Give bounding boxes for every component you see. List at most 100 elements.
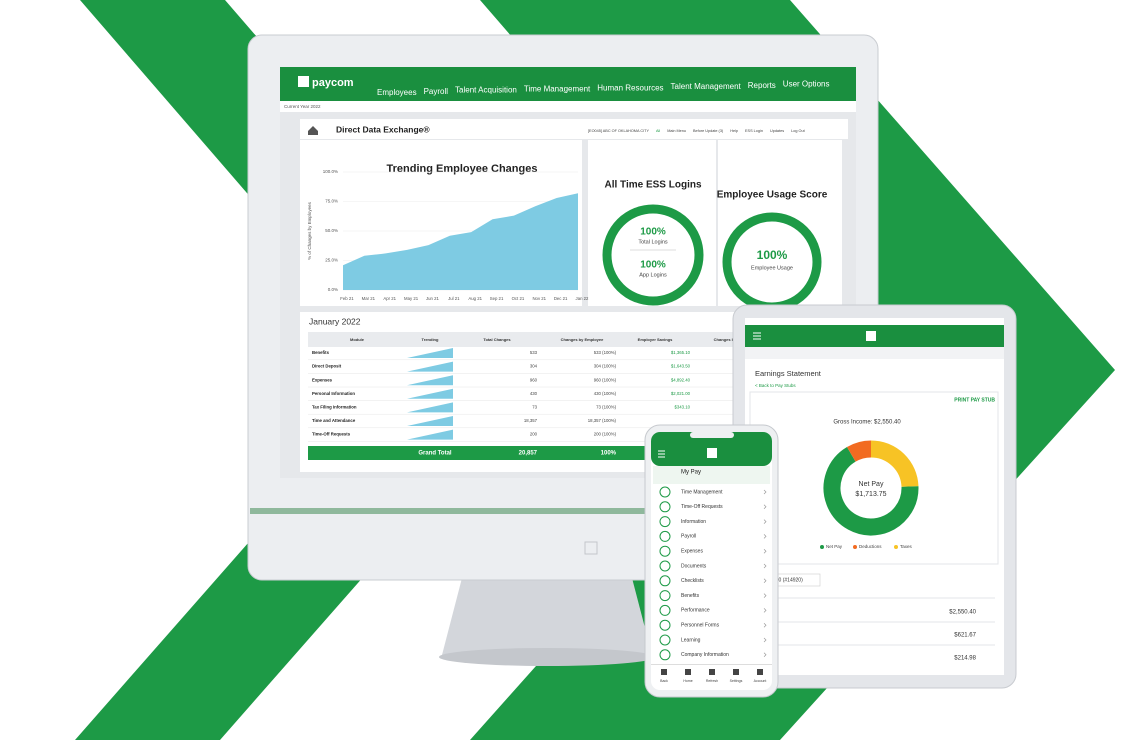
legend-swatch: [894, 545, 898, 549]
my-pay[interactable]: My Pay: [681, 470, 701, 476]
nav-item[interactable]: User Options: [783, 80, 830, 89]
toolbar-link[interactable]: Main Menu: [667, 129, 686, 133]
toolbar-link[interactable]: All: [656, 129, 660, 133]
center-title: Net Pay: [859, 481, 884, 488]
row-module: Tax Filing Information: [312, 405, 357, 410]
tab-icon: [661, 669, 667, 675]
chart-title: Trending Employee Changes: [387, 163, 538, 175]
home-icon[interactable]: [308, 126, 318, 135]
tab-label[interactable]: Settings: [730, 679, 743, 683]
nav-item[interactable]: Reports: [748, 81, 776, 90]
menu-item[interactable]: Payroll: [681, 534, 696, 540]
nav-item[interactable]: Employees: [377, 88, 417, 97]
tablet-card: [749, 391, 999, 565]
toolbar-link[interactable]: [EO045] ABC OF OKLAHOMA CITY: [588, 129, 649, 133]
x-tick-label: Dec 21: [554, 296, 568, 301]
area: [343, 193, 578, 290]
menu-icon: [659, 634, 671, 646]
monitor-base: [439, 648, 655, 666]
chevron: [763, 593, 767, 598]
toolbar-link[interactable]: Before Update (3): [693, 129, 724, 133]
usage-value: 100%: [757, 248, 788, 262]
trend-sparkline: [407, 416, 453, 426]
row-savings: $2,021.00: [671, 391, 691, 396]
menu-item[interactable]: Time-Off Requests: [681, 504, 723, 510]
phone-screen: [651, 432, 772, 690]
menu-icon: [659, 560, 671, 572]
back-link[interactable]: < Back to Pay Stubs: [755, 383, 796, 388]
menu-icon: [659, 575, 671, 587]
trend-sparkline: [407, 361, 453, 372]
menu-item[interactable]: Personnel Forms: [681, 623, 720, 629]
phone-content: My Pay Time Management Time-Off Requests In…: [651, 432, 772, 683]
usage-label: Employee Usage: [751, 265, 793, 271]
tab-label[interactable]: Back: [660, 679, 668, 683]
tablet-menu-icon[interactable]: [753, 332, 761, 340]
tablet-logo: [866, 331, 876, 341]
tab-label[interactable]: Refresh: [706, 679, 718, 683]
menu-item[interactable]: Performance: [681, 608, 710, 614]
toolbar-link[interactable]: Log Out: [791, 129, 805, 133]
row-savings: $343.10: [674, 405, 690, 410]
menu-icon: [659, 619, 671, 631]
chevron: [763, 504, 767, 510]
menu-item[interactable]: Learning: [681, 637, 701, 643]
phone-menu-icon[interactable]: [658, 450, 665, 458]
total-label: Grand Total: [418, 451, 452, 457]
menu-item[interactable]: Company Information: [681, 652, 729, 658]
trend-sparkline: [407, 375, 453, 386]
row-employee: 304 (100%): [594, 364, 617, 369]
row-employee: 533 (100%): [594, 350, 617, 355]
tab-icon: [757, 669, 763, 675]
app-value: 100%: [640, 260, 666, 271]
chevron: [763, 563, 767, 569]
chevron: [763, 519, 767, 524]
usage-title: Employee Usage Score: [717, 190, 828, 201]
trend-sparkline: [407, 388, 453, 399]
menu-item[interactable]: Information: [681, 519, 706, 525]
menu-item[interactable]: Benefits: [681, 593, 700, 599]
chevron: [763, 622, 767, 628]
toolbar-link[interactable]: Help: [730, 129, 738, 133]
nav-item[interactable]: Human Resources: [597, 83, 663, 92]
legend-swatch: [820, 545, 824, 549]
tab-label[interactable]: Home: [683, 679, 692, 683]
print-button[interactable]: PRINT PAY STUB: [954, 397, 995, 403]
logo-mark: [298, 76, 309, 87]
nav-item[interactable]: Payroll: [424, 87, 449, 96]
y-tick-label: 0.0%: [328, 287, 338, 292]
statement-title: Earnings Statement: [755, 369, 822, 378]
menu-icon: [659, 649, 671, 661]
x-tick-label: Jun 21: [426, 296, 440, 301]
my-pay-row[interactable]: [653, 466, 770, 484]
x-tick-label: Sep 21: [490, 296, 504, 301]
usage-panel: [718, 140, 842, 306]
monitor-logo: [584, 541, 598, 555]
menu-item[interactable]: Checklists: [681, 578, 704, 584]
chevron: [763, 608, 767, 613]
y-tick-label: 100.0%: [323, 169, 338, 174]
legend-swatch: [853, 545, 857, 549]
trend-sparkline: [407, 348, 453, 358]
y-tick-label: 25.0%: [325, 258, 338, 263]
page-title: Direct Data Exchange®: [336, 124, 430, 134]
toolbar-link[interactable]: ESS Login: [745, 129, 763, 133]
nav-item[interactable]: Time Management: [524, 85, 591, 94]
phone-notch: [690, 432, 734, 438]
tab-divider: [651, 664, 772, 665]
menu-item[interactable]: Expenses: [681, 549, 703, 555]
nav-item[interactable]: Talent Management: [671, 82, 742, 91]
nav-item[interactable]: Talent Acquisition: [455, 86, 517, 95]
column-header: Trending: [422, 337, 439, 342]
tab-label[interactable]: Account: [754, 679, 767, 683]
x-tick-label: Mar 21: [362, 296, 376, 301]
chevron: [763, 637, 767, 643]
row-module: Direct Deposit: [312, 364, 342, 369]
menu-item[interactable]: Time Management: [681, 489, 723, 495]
x-tick-label: Nov 21: [532, 296, 546, 301]
toolbar-link[interactable]: Updates: [770, 129, 784, 133]
menu-item[interactable]: Documents: [681, 563, 707, 569]
tablet-content: Earnings Statement < Back to Pay Stubs PRI…: [745, 325, 1004, 662]
trend-sparkline: [407, 429, 453, 440]
